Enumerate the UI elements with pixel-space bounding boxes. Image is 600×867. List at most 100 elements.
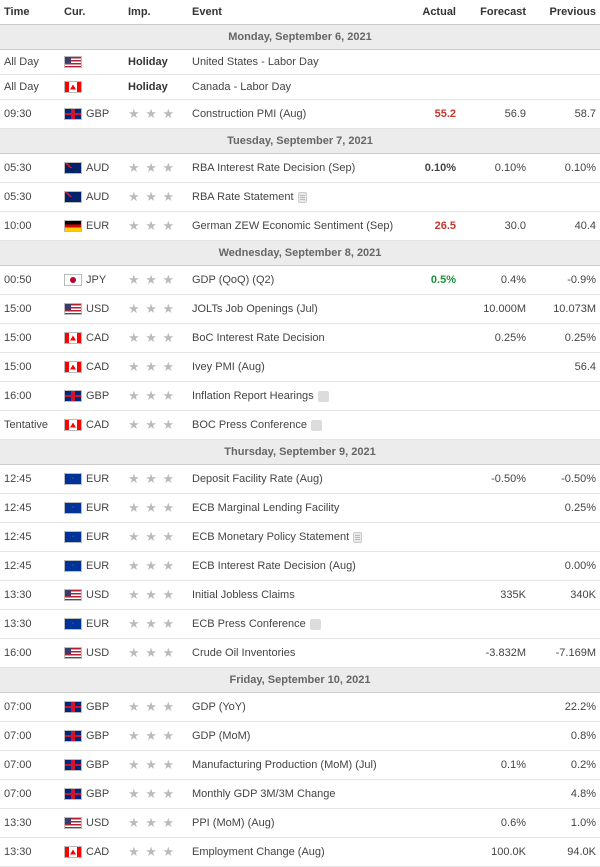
- cell-currency: AUD: [60, 154, 124, 183]
- importance-text: Holiday: [128, 56, 168, 68]
- cell-currency: CAD: [60, 411, 124, 440]
- cell-currency: GBP: [60, 722, 124, 751]
- col-currency[interactable]: Cur.: [60, 0, 124, 25]
- calendar-row[interactable]: All DayHolidayUnited States - Labor Day: [0, 50, 600, 75]
- calendar-row[interactable]: 12:45EUR★ ★ ★ECB Monetary Policy Stateme…: [0, 523, 600, 552]
- cell-event[interactable]: Manufacturing Production (MoM) (Jul): [188, 751, 400, 780]
- cell-event[interactable]: ECB Press Conference: [188, 610, 400, 639]
- importance-stars: ★ ★ ★: [128, 388, 175, 403]
- cell-time: All Day: [0, 75, 60, 100]
- cell-event[interactable]: RBA Rate Statement: [188, 183, 400, 212]
- cell-time: 07:00: [0, 751, 60, 780]
- col-previous[interactable]: Previous: [530, 0, 600, 25]
- cell-forecast: 0.4%: [460, 266, 530, 295]
- event-name: GDP (QoQ) (Q2): [192, 274, 274, 286]
- cell-time: 15:00: [0, 324, 60, 353]
- currency-code: JPY: [86, 274, 106, 286]
- calendar-row[interactable]: 15:00CAD★ ★ ★Ivey PMI (Aug)56.4: [0, 353, 600, 382]
- event-name: ECB Monetary Policy Statement: [192, 531, 349, 543]
- cell-event[interactable]: RBA Interest Rate Decision (Sep): [188, 154, 400, 183]
- cell-event[interactable]: BOC Press Conference: [188, 411, 400, 440]
- calendar-row[interactable]: 00:50JPY★ ★ ★GDP (QoQ) (Q2)0.5%0.4%-0.9%: [0, 266, 600, 295]
- gb-flag-icon: [64, 788, 82, 800]
- calendar-row[interactable]: 07:00GBP★ ★ ★Monthly GDP 3M/3M Change4.8…: [0, 780, 600, 809]
- currency-code: CAD: [86, 419, 109, 431]
- cell-time: 13:30: [0, 809, 60, 838]
- cell-event[interactable]: Construction PMI (Aug): [188, 100, 400, 129]
- cell-actual: [400, 295, 460, 324]
- calendar-row[interactable]: 12:45EUR★ ★ ★ECB Marginal Lending Facili…: [0, 494, 600, 523]
- calendar-row[interactable]: 09:30GBP★ ★ ★Construction PMI (Aug)55.25…: [0, 100, 600, 129]
- cell-event[interactable]: Canada - Labor Day: [188, 75, 400, 100]
- cell-event[interactable]: Monthly GDP 3M/3M Change: [188, 780, 400, 809]
- cell-actual: 0.10%: [400, 154, 460, 183]
- currency-code: EUR: [86, 473, 109, 485]
- calendar-row[interactable]: 13:30CAD★ ★ ★Employment Change (Aug)100.…: [0, 838, 600, 867]
- cell-previous: 22.2%: [530, 693, 600, 722]
- cell-previous: 94.0K: [530, 838, 600, 867]
- cell-time: 16:00: [0, 382, 60, 411]
- cell-event[interactable]: GDP (YoY): [188, 693, 400, 722]
- currency-code: EUR: [86, 618, 109, 630]
- cell-event[interactable]: ECB Interest Rate Decision (Aug): [188, 552, 400, 581]
- importance-stars: ★ ★ ★: [128, 757, 175, 772]
- cell-time: 13:30: [0, 838, 60, 867]
- col-event[interactable]: Event: [188, 0, 400, 25]
- calendar-row[interactable]: 15:00USD★ ★ ★JOLTs Job Openings (Jul)10.…: [0, 295, 600, 324]
- calendar-row[interactable]: 16:00USD★ ★ ★Crude Oil Inventories-3.832…: [0, 639, 600, 668]
- cell-forecast: 56.9: [460, 100, 530, 129]
- calendar-row[interactable]: 15:00CAD★ ★ ★BoC Interest Rate Decision0…: [0, 324, 600, 353]
- gb-flag-icon: [64, 730, 82, 742]
- calendar-row[interactable]: 12:45EUR★ ★ ★Deposit Facility Rate (Aug)…: [0, 465, 600, 494]
- cell-forecast: 0.10%: [460, 154, 530, 183]
- calendar-row[interactable]: 13:30USD★ ★ ★Initial Jobless Claims335K3…: [0, 581, 600, 610]
- speaker-icon: [318, 391, 329, 402]
- calendar-row[interactable]: All DayHolidayCanada - Labor Day: [0, 75, 600, 100]
- calendar-row[interactable]: 13:30USD★ ★ ★PPI (MoM) (Aug)0.6%1.0%: [0, 809, 600, 838]
- cell-previous: 0.8%: [530, 722, 600, 751]
- cell-forecast: 10.000M: [460, 295, 530, 324]
- calendar-row[interactable]: 05:30AUD★ ★ ★RBA Rate Statement: [0, 183, 600, 212]
- cell-event[interactable]: Deposit Facility Rate (Aug): [188, 465, 400, 494]
- col-importance[interactable]: Imp.: [124, 0, 188, 25]
- col-time[interactable]: Time: [0, 0, 60, 25]
- day-header-row: Friday, September 10, 2021: [0, 668, 600, 693]
- calendar-row[interactable]: 07:00GBP ★ ★ ★ Manufacturing Production (M…: [0, 751, 600, 780]
- event-name: Deposit Facility Rate (Aug): [192, 473, 323, 485]
- calendar-row[interactable]: 05:30AUD★ ★ ★RBA Interest Rate Decision …: [0, 154, 600, 183]
- cell-event[interactable]: ECB Marginal Lending Facility: [188, 494, 400, 523]
- day-header-label: Friday, September 10, 2021: [0, 668, 600, 693]
- cell-actual: [400, 382, 460, 411]
- cell-event[interactable]: German ZEW Economic Sentiment (Sep): [188, 212, 400, 241]
- cell-event[interactable]: Crude Oil Inventories: [188, 639, 400, 668]
- cell-event[interactable]: United States - Labor Day: [188, 50, 400, 75]
- calendar-row[interactable]: 10:00EUR★ ★ ★German ZEW Economic Sentime…: [0, 212, 600, 241]
- col-actual[interactable]: Actual: [400, 0, 460, 25]
- jp-flag-icon: [64, 274, 82, 286]
- cell-importance: ★ ★ ★: [124, 494, 188, 523]
- cell-event[interactable]: GDP (MoM): [188, 722, 400, 751]
- col-forecast[interactable]: Forecast: [460, 0, 530, 25]
- calendar-row[interactable]: 12:45EUR★ ★ ★ECB Interest Rate Decision …: [0, 552, 600, 581]
- cell-event[interactable]: Initial Jobless Claims: [188, 581, 400, 610]
- calendar-row[interactable]: 07:00GBP★ ★ ★GDP (MoM)0.8%: [0, 722, 600, 751]
- importance-stars: ★ ★ ★: [128, 529, 175, 544]
- cell-event[interactable]: PPI (MoM) (Aug): [188, 809, 400, 838]
- cell-actual: 26.5: [400, 212, 460, 241]
- cell-currency: GBP: [60, 751, 124, 780]
- cell-currency: USD: [60, 581, 124, 610]
- cell-event[interactable]: Ivey PMI (Aug): [188, 353, 400, 382]
- cell-event[interactable]: Employment Change (Aug): [188, 838, 400, 867]
- calendar-row[interactable]: 16:00GBP★ ★ ★Inflation Report Hearings: [0, 382, 600, 411]
- calendar-row[interactable]: 13:30EUR★ ★ ★ECB Press Conference: [0, 610, 600, 639]
- cell-event[interactable]: GDP (QoQ) (Q2): [188, 266, 400, 295]
- cell-event[interactable]: ECB Monetary Policy Statement: [188, 523, 400, 552]
- cell-event[interactable]: Inflation Report Hearings: [188, 382, 400, 411]
- calendar-row[interactable]: 07:00GBP★ ★ ★GDP (YoY)22.2%: [0, 693, 600, 722]
- cell-importance: ★ ★ ★: [124, 693, 188, 722]
- cell-event[interactable]: JOLTs Job Openings (Jul): [188, 295, 400, 324]
- calendar-row[interactable]: TentativeCAD★ ★ ★BOC Press Conference: [0, 411, 600, 440]
- cell-event[interactable]: BoC Interest Rate Decision: [188, 324, 400, 353]
- cell-time: 07:00: [0, 722, 60, 751]
- cell-previous: 0.2%: [530, 751, 600, 780]
